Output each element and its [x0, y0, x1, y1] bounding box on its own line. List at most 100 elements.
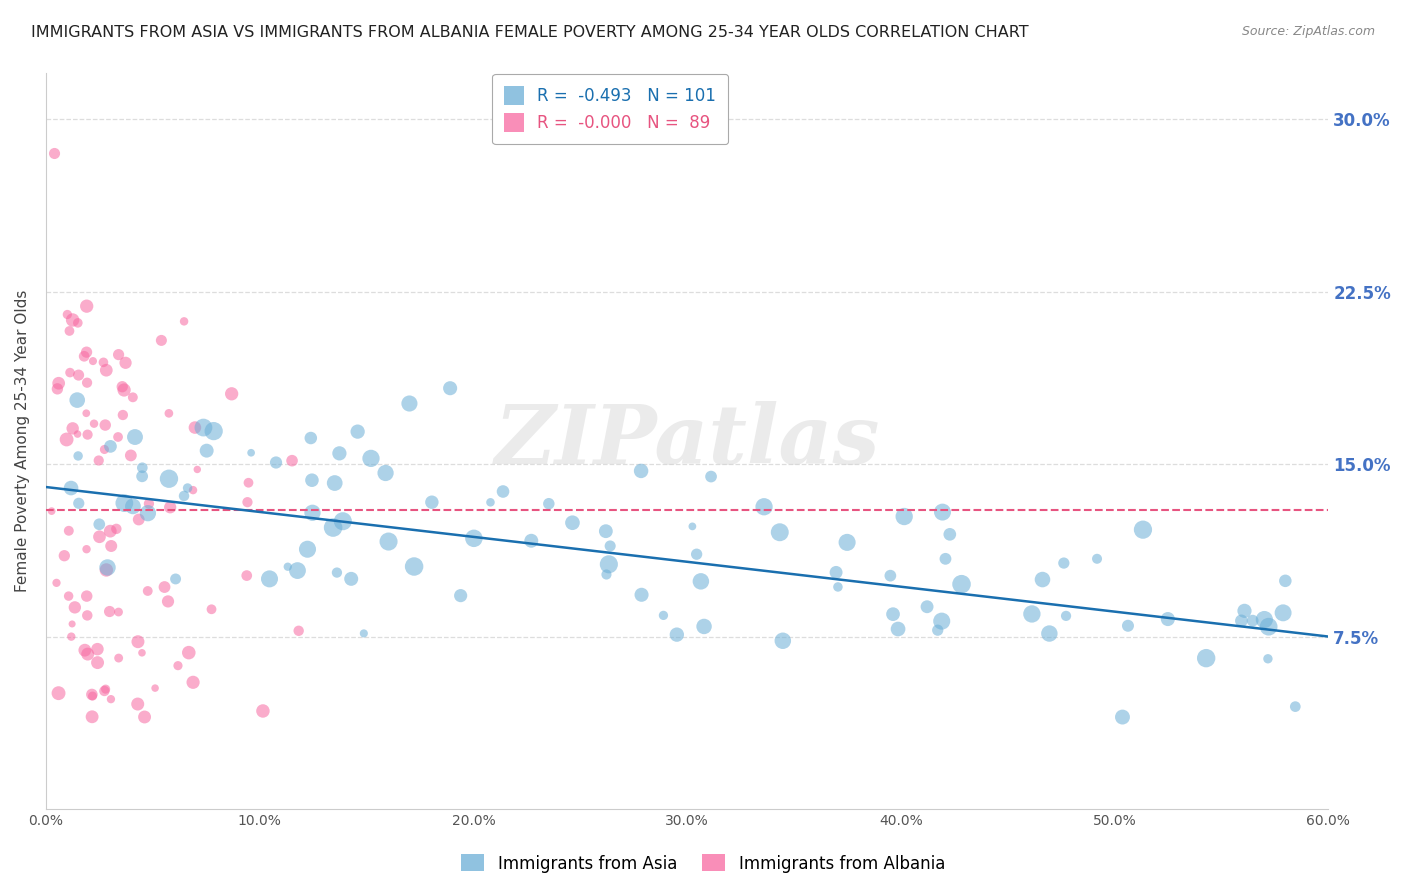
Point: [76, 299, 98, 313]
Point: [915, 599, 938, 614]
Point: [89, 530, 111, 544]
Point: [287, 564, 309, 578]
Text: ZIPatlas: ZIPatlas: [495, 401, 880, 481]
Point: [93, 442, 115, 457]
Point: [630, 588, 652, 602]
Point: [66, 393, 89, 408]
Point: [86, 642, 108, 657]
Point: [752, 500, 775, 514]
Point: [75, 406, 97, 420]
Point: [681, 519, 703, 533]
Point: [1111, 710, 1133, 724]
Point: [93, 355, 115, 369]
Point: [67, 449, 90, 463]
Point: [76, 376, 98, 390]
Point: [143, 681, 166, 695]
Point: [221, 386, 243, 401]
Point: [492, 484, 515, 499]
Point: [58, 589, 80, 603]
Point: [63, 600, 86, 615]
Point: [76, 345, 98, 359]
Point: [60, 481, 83, 495]
Point: [153, 580, 176, 594]
Point: [463, 532, 485, 546]
Point: [301, 473, 323, 487]
Point: [48, 686, 70, 700]
Point: [66, 427, 89, 442]
Point: [66, 316, 89, 330]
Point: [76, 542, 98, 557]
Point: [76, 589, 98, 603]
Point: [772, 633, 794, 648]
Point: [73, 643, 96, 657]
Point: [652, 608, 675, 623]
Point: [353, 626, 375, 640]
Point: [60, 630, 83, 644]
Point: [80, 688, 103, 702]
Point: [53, 549, 76, 563]
Point: [1274, 574, 1296, 588]
Point: [1085, 551, 1108, 566]
Point: [100, 692, 122, 706]
Point: [87, 453, 110, 467]
Point: [934, 551, 956, 566]
Point: [73, 349, 96, 363]
Point: [173, 314, 195, 328]
Point: [107, 605, 129, 619]
Point: [193, 420, 215, 434]
Text: Source: ZipAtlas.com: Source: ZipAtlas.com: [1241, 25, 1375, 38]
Point: [105, 522, 128, 536]
Point: [346, 425, 368, 439]
Point: [879, 568, 901, 582]
Point: [1116, 619, 1139, 633]
Point: [1272, 606, 1295, 620]
Point: [439, 381, 461, 395]
Point: [238, 475, 260, 490]
Point: [1257, 620, 1279, 634]
Point: [479, 495, 502, 509]
Point: [950, 577, 973, 591]
Point: [240, 446, 263, 460]
Point: [420, 495, 443, 509]
Point: [1031, 573, 1053, 587]
Point: [700, 469, 723, 483]
Point: [62, 313, 84, 327]
Point: [595, 524, 617, 539]
Point: [1253, 613, 1275, 627]
Point: [107, 430, 129, 444]
Point: [322, 520, 344, 534]
Point: [769, 525, 792, 540]
Point: [1230, 614, 1253, 628]
Point: [58, 324, 80, 338]
Point: [45, 575, 67, 590]
Point: [121, 390, 143, 404]
Point: [96, 363, 118, 377]
Point: [1233, 604, 1256, 618]
Point: [374, 466, 396, 480]
Point: [107, 651, 129, 665]
Point: [112, 383, 135, 397]
Point: [287, 624, 309, 638]
Point: [1053, 556, 1076, 570]
Point: [136, 584, 159, 599]
Point: [893, 509, 915, 524]
Point: [326, 566, 349, 580]
Text: IMMIGRANTS FROM ASIA VS IMMIGRANTS FROM ALBANIA FEMALE POVERTY AMONG 25-34 YEAR : IMMIGRANTS FROM ASIA VS IMMIGRANTS FROM …: [31, 25, 1029, 40]
Point: [157, 472, 180, 486]
Point: [41, 504, 63, 518]
Point: [124, 430, 146, 444]
Point: [107, 348, 129, 362]
Point: [98, 605, 121, 619]
Point: [301, 506, 323, 520]
Point: [598, 558, 620, 572]
Y-axis label: Female Poverty Among 25-34 Year Olds: Female Poverty Among 25-34 Year Olds: [15, 290, 30, 592]
Point: [186, 462, 208, 476]
Point: [134, 710, 156, 724]
Point: [165, 572, 187, 586]
Point: [323, 476, 346, 491]
Point: [520, 533, 543, 548]
Point: [136, 506, 159, 520]
Point: [83, 417, 105, 431]
Point: [76, 647, 98, 661]
Point: [82, 354, 104, 368]
